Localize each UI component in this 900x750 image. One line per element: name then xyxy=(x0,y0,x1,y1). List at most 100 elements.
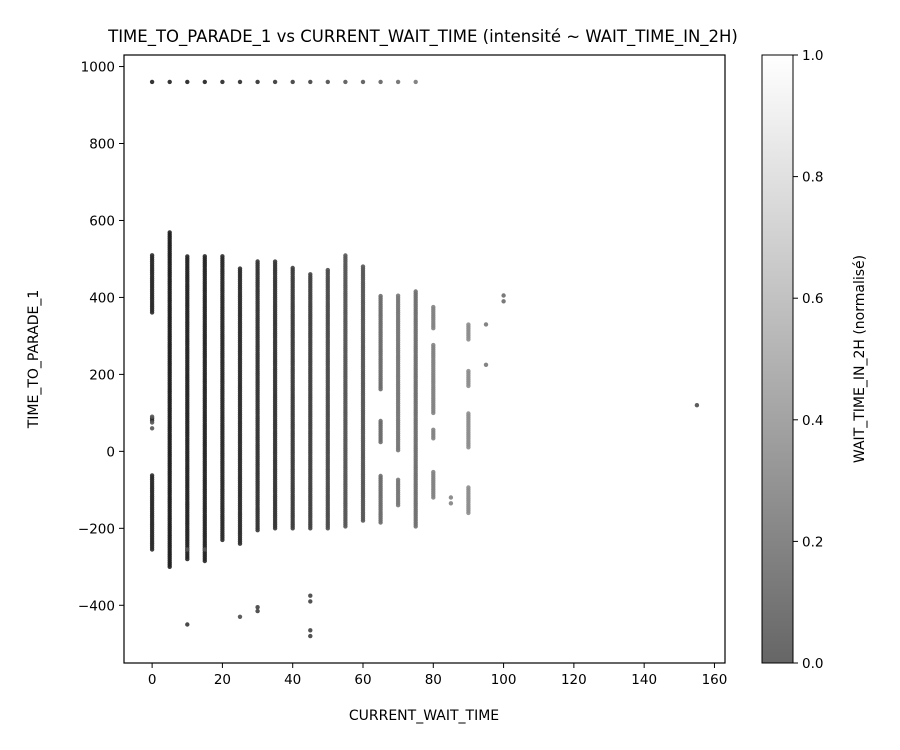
data-point xyxy=(325,79,330,85)
data-point xyxy=(395,293,401,298)
data-point xyxy=(185,547,190,552)
data-point xyxy=(395,477,401,482)
data-point xyxy=(167,230,172,235)
x-tick-label: 100 xyxy=(491,672,517,688)
y-tick-label: 1000 xyxy=(81,60,115,76)
data-point xyxy=(360,79,366,85)
colorbar: 0.0 0.2 0.4 0.6 0.8 1.0 WAIT_TIME_IN_2H (norm… xyxy=(761,48,868,672)
data-point xyxy=(237,266,243,271)
x-tick-label: 140 xyxy=(631,672,657,688)
y-tick-label: 0 xyxy=(106,444,115,460)
colorbar-gradient xyxy=(761,54,794,664)
y-axis-label: TIME_TO_PARADE_1 xyxy=(26,290,42,430)
data-point xyxy=(202,254,207,259)
data-point xyxy=(308,633,313,639)
x-tick-label: 80 xyxy=(425,672,442,688)
data-point xyxy=(483,322,489,327)
data-point xyxy=(378,418,383,424)
data-point xyxy=(466,411,471,416)
x-tick-label: 20 xyxy=(214,672,231,688)
data-point xyxy=(413,289,418,294)
data-point xyxy=(149,420,155,425)
data-point xyxy=(501,299,506,304)
colorbar-label: WAIT_TIME_IN_2H (normalisé) xyxy=(852,255,868,463)
colorbar-tick-label: 0.6 xyxy=(802,291,823,307)
data-point xyxy=(378,473,383,479)
data-point xyxy=(308,272,313,277)
data-point xyxy=(202,547,207,552)
data-point xyxy=(149,414,155,419)
data-point xyxy=(378,79,383,85)
data-point xyxy=(431,427,436,432)
data-point xyxy=(378,293,383,299)
data-points xyxy=(149,79,700,639)
data-point xyxy=(466,322,471,327)
data-point xyxy=(167,79,172,85)
plot-frame xyxy=(123,54,726,664)
data-point xyxy=(694,403,700,408)
data-point xyxy=(501,293,506,298)
data-point xyxy=(149,473,155,478)
chart-title: TIME_TO_PARADE_1 vs CURRENT_WAIT_TIME (i… xyxy=(107,27,738,47)
data-point xyxy=(466,485,471,490)
data-point xyxy=(343,253,348,258)
y-tick-label: 400 xyxy=(89,290,115,306)
data-point xyxy=(325,267,330,273)
data-point xyxy=(290,79,295,85)
data-point xyxy=(255,605,260,610)
y-tick-label: 800 xyxy=(89,137,115,153)
data-point xyxy=(220,254,225,259)
y-tick-label: −200 xyxy=(78,521,115,537)
data-point xyxy=(185,79,190,85)
data-point xyxy=(185,254,190,259)
data-point xyxy=(431,469,436,475)
x-tick-label: 120 xyxy=(561,672,587,688)
data-point xyxy=(272,259,278,264)
data-point xyxy=(290,265,295,271)
x-tick-label: 40 xyxy=(284,672,301,688)
x-tick-label: 60 xyxy=(354,672,371,688)
data-point xyxy=(149,426,155,431)
data-point xyxy=(448,501,454,506)
x-tick-label: 160 xyxy=(702,672,728,688)
y-axis: −400 −200 0 200 400 600 800 1000 xyxy=(78,60,124,614)
data-point xyxy=(431,342,436,348)
y-tick-label: 600 xyxy=(89,213,115,229)
data-point xyxy=(431,304,436,310)
data-point xyxy=(360,264,366,269)
data-point xyxy=(308,628,313,633)
data-point xyxy=(308,599,313,604)
data-point xyxy=(395,79,401,85)
colorbar-tick-label: 0.8 xyxy=(802,170,823,186)
x-axis: 0 20 40 60 80 100 120 140 160 xyxy=(148,663,728,688)
data-point xyxy=(272,79,278,85)
data-point xyxy=(343,79,348,85)
data-point xyxy=(255,259,260,264)
colorbar-ticks: 0.0 0.2 0.4 0.6 0.8 1.0 xyxy=(793,48,823,672)
colorbar-tick-label: 0.2 xyxy=(802,534,823,550)
x-tick-label: 0 xyxy=(148,672,157,688)
data-point xyxy=(255,79,260,85)
colorbar-tick-label: 1.0 xyxy=(802,48,823,64)
plot-area xyxy=(123,54,726,664)
data-point xyxy=(149,253,155,258)
data-point xyxy=(220,79,225,85)
data-point xyxy=(202,79,207,85)
x-axis-label: CURRENT_WAIT_TIME xyxy=(349,708,499,724)
data-point xyxy=(448,495,454,500)
data-point xyxy=(483,362,489,367)
data-point xyxy=(413,79,418,85)
y-tick-label: 200 xyxy=(89,367,115,383)
data-point xyxy=(255,608,260,614)
data-point xyxy=(185,622,190,627)
data-point xyxy=(466,368,471,374)
data-point xyxy=(149,79,155,85)
data-point xyxy=(237,79,243,85)
colorbar-tick-label: 0.4 xyxy=(802,413,823,429)
y-tick-label: −400 xyxy=(78,598,115,614)
data-point xyxy=(308,593,313,598)
data-point xyxy=(308,79,313,85)
data-point xyxy=(237,614,243,619)
colorbar-tick-label: 0.0 xyxy=(802,656,823,672)
